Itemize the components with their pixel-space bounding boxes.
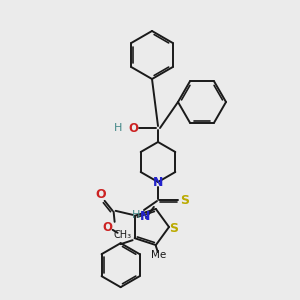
Text: N: N <box>153 176 163 190</box>
Text: N: N <box>140 209 150 223</box>
Text: O: O <box>128 122 138 134</box>
Text: H: H <box>114 123 122 133</box>
Text: H: H <box>132 210 140 220</box>
Text: O: O <box>95 188 106 201</box>
Text: CH₃: CH₃ <box>114 230 132 240</box>
Text: Me: Me <box>151 250 166 260</box>
Text: O: O <box>103 221 112 234</box>
Text: S: S <box>169 221 178 235</box>
Text: S: S <box>181 194 190 206</box>
